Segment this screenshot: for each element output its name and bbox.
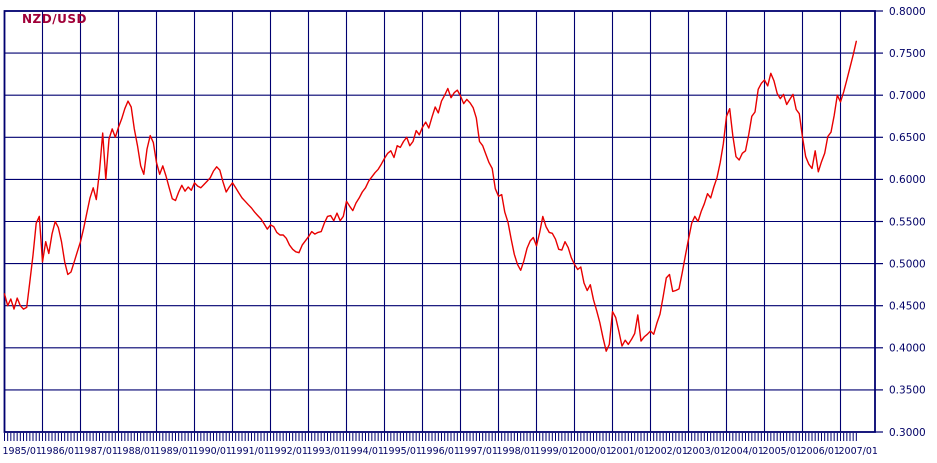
x-tick-label: 1992/01 (269, 446, 308, 457)
x-tick-label: 1990/01 (193, 446, 232, 457)
y-tick-label: 0.5500 (889, 216, 926, 228)
x-tick-label: 1998/01 (497, 446, 536, 457)
x-tick-label: 1994/01 (345, 446, 384, 457)
y-tick-label: 0.4500 (889, 301, 926, 313)
x-tick-label: 1991/01 (231, 446, 270, 457)
price-line (3, 40, 857, 352)
x-tick-label: 2006/01 (801, 446, 840, 457)
x-tick-label: 2001/01 (611, 446, 650, 457)
y-tick-label: 0.7500 (889, 48, 926, 60)
y-tick-label: 0.8000 (889, 6, 926, 18)
x-tick-label: 2004/01 (725, 446, 764, 457)
y-tick-label: 0.5000 (889, 258, 926, 270)
y-tick-label: 0.3000 (889, 427, 926, 439)
x-tick-label: 1986/01 (41, 446, 80, 457)
x-tick-label: 1987/01 (79, 446, 118, 457)
x-tick-label: 1999/01 (535, 446, 574, 457)
y-tick-label: 0.4000 (889, 343, 926, 355)
x-tick-label: 2003/01 (687, 446, 726, 457)
y-tick-label: 0.3500 (889, 385, 926, 397)
x-tick-label: 1989/01 (155, 446, 194, 457)
x-tick-label: 1995/01 (383, 446, 422, 457)
y-tick-label: 0.6000 (889, 174, 926, 186)
chart-title: NZD/USD (22, 12, 87, 26)
x-tick-label: 2007/01 (839, 446, 878, 457)
x-tick-label: 1988/01 (117, 446, 156, 457)
y-tick-label: 0.7000 (889, 90, 926, 102)
x-tick-label: 2000/01 (573, 446, 612, 457)
x-tick-label: 1985/01 (3, 446, 42, 457)
x-tick-label: 1997/01 (459, 446, 498, 457)
x-tick-label: 1996/01 (421, 446, 460, 457)
x-tick-label: 2002/01 (649, 446, 688, 457)
x-tick-label: 2005/01 (763, 446, 802, 457)
y-tick-label: 0.6500 (889, 132, 926, 144)
x-tick-label: 1993/01 (307, 446, 346, 457)
